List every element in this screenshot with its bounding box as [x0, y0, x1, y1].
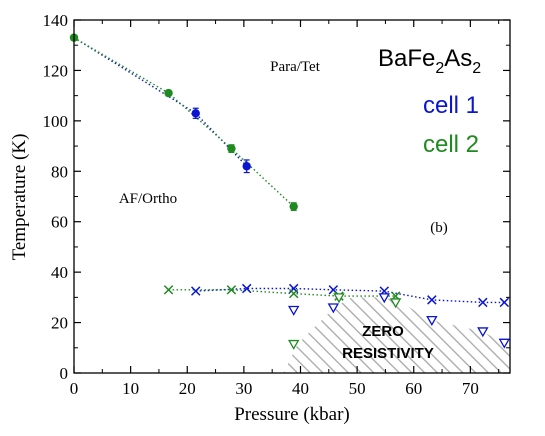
data-markers — [69, 33, 511, 350]
dotted-trend-line-2 — [74, 37, 295, 208]
zero-resistivity-region — [283, 297, 510, 373]
series-6-point-2-marker — [333, 293, 345, 304]
legend-cell-2: cell 2 — [423, 131, 479, 158]
series-5-point-4-marker — [426, 315, 438, 326]
legend-cell-1: cell 1 — [423, 92, 479, 119]
annotation-para-tet: Para/Tet — [270, 59, 321, 75]
zero-resistivity-label-line1: ZERO — [362, 323, 404, 340]
series-4-point-2-marker — [226, 285, 237, 295]
y-tick-label-120: 120 — [43, 61, 69, 80]
annotation-af-ortho: AF/Ortho — [119, 191, 177, 207]
x-tick-label-0: 0 — [70, 379, 79, 398]
formula-sub1: 2 — [435, 60, 444, 77]
series-5-point-1-marker — [287, 305, 300, 316]
formula-base: BaFe — [378, 45, 435, 72]
axis-ticks: 0 10 20 30 40 50 60 70 0 20 40 60 80 100 120 140 — [43, 11, 510, 398]
series-1-point-1-marker — [191, 109, 200, 118]
x-tick-label-30: 30 — [235, 379, 252, 398]
series-5-point-6-marker — [498, 338, 511, 349]
dotted-trend-line-4 — [168, 289, 396, 297]
zero-resistivity-hatch — [283, 297, 510, 373]
trend-lines — [74, 37, 505, 304]
y-tick-label-80: 80 — [51, 162, 68, 181]
series-4-point-3-marker — [288, 288, 299, 299]
series-3-point-8-marker — [499, 297, 510, 308]
compound-formula: BaFe2As2 — [378, 45, 481, 77]
y-tick-label-20: 20 — [51, 314, 68, 333]
series-5-point-3-marker — [378, 293, 391, 304]
formula-sub2: 2 — [472, 60, 481, 77]
formula-mid: As — [444, 45, 472, 72]
y-tick-label-140: 140 — [43, 11, 69, 30]
zero-resistivity-label-line2: RESISTIVITY — [342, 345, 434, 362]
x-tick-label-60: 60 — [405, 379, 422, 398]
series-6-point-3-marker — [389, 298, 402, 309]
series-2-point-4-marker — [289, 202, 298, 211]
x-tick-label-40: 40 — [292, 379, 309, 398]
series-1-point-2-marker — [242, 162, 251, 171]
series-3-point-2-marker — [241, 283, 252, 294]
x-axis-title: Pressure (kbar) — [234, 404, 350, 425]
dotted-trend-line-1 — [74, 37, 248, 167]
series-2-point-3-marker — [227, 144, 236, 153]
y-tick-label-60: 60 — [51, 213, 68, 232]
x-tick-label-50: 50 — [349, 379, 366, 398]
y-tick-label-0: 0 — [60, 364, 69, 383]
x-tick-label-10: 10 — [122, 379, 139, 398]
y-tick-label-100: 100 — [43, 112, 69, 131]
x-tick-label-70: 70 — [462, 379, 479, 398]
series-3-point-1-marker — [191, 286, 201, 296]
series-6-point-1-marker — [287, 339, 300, 350]
series-5-point-2-marker — [327, 303, 340, 314]
series-2-point-2-marker — [164, 88, 173, 98]
series-3-point-7-marker — [478, 297, 488, 308]
series-4-point-1-marker — [163, 285, 174, 295]
series-3-point-6-marker — [427, 295, 437, 305]
y-axis-title: Temperature (K) — [9, 134, 30, 261]
y-tick-label-40: 40 — [51, 263, 68, 282]
x-tick-label-20: 20 — [179, 379, 196, 398]
panel-label: (b) — [430, 220, 448, 236]
series-5-point-5-marker — [477, 327, 489, 338]
